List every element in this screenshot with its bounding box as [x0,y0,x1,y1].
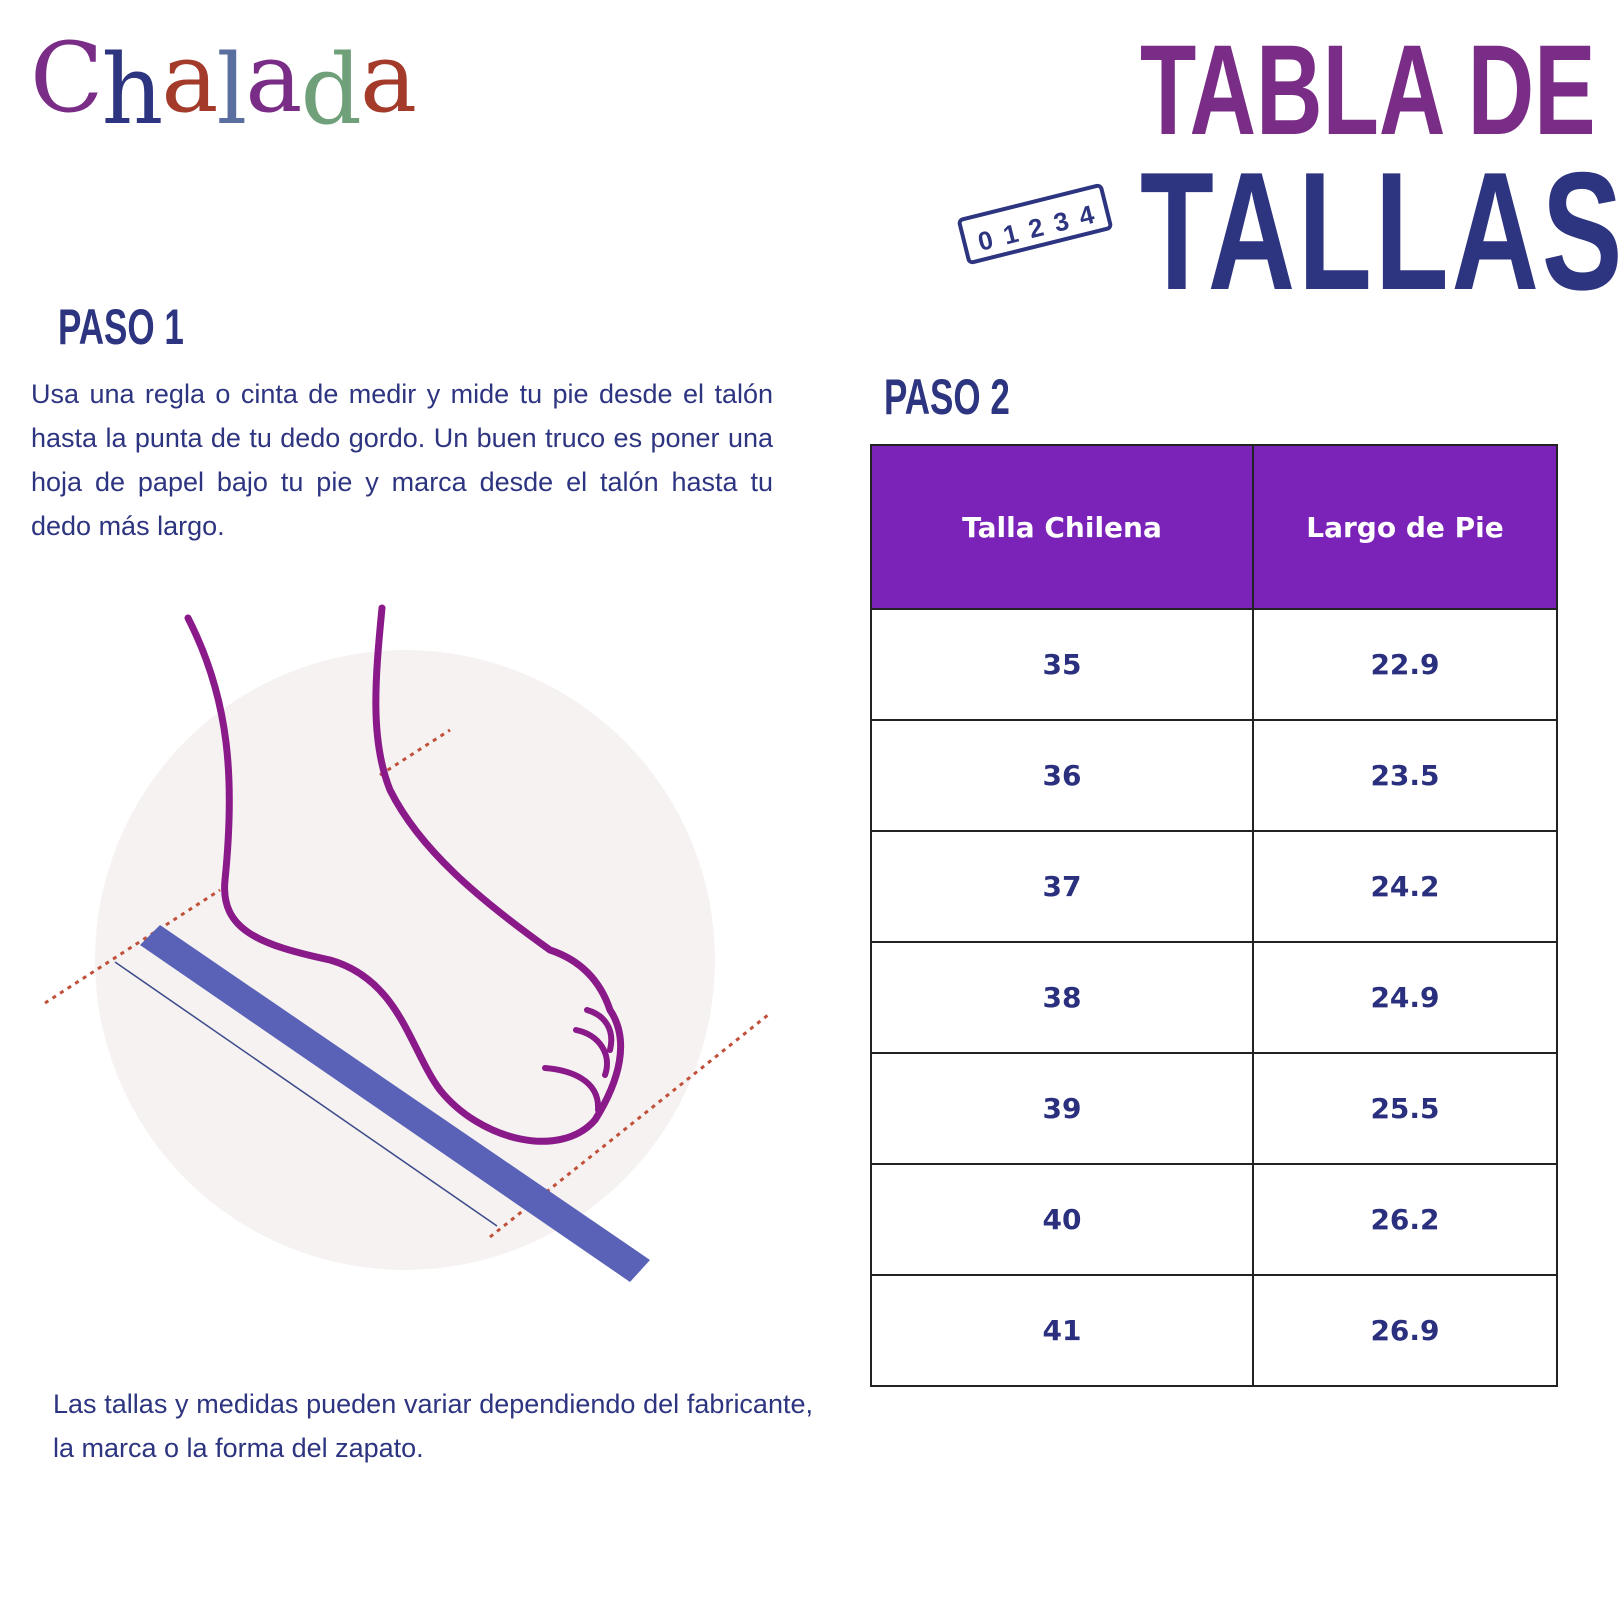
chalada-logo: Chalada [30,22,417,138]
size-cell: 36 [870,719,1254,832]
table-row: 38 24.9 [870,941,1558,1054]
logo-letter: d [300,34,361,146]
step1-heading: PASO 1 [58,299,184,355]
size-cell: 40 [870,1163,1254,1276]
foot-measure-illustration [44,604,769,1282]
ruler-digit: 4 [1075,198,1098,232]
ruler-digit: 0 [974,224,997,257]
foot-length-cell: 22.9 [1252,608,1558,721]
size-cell: 37 [870,830,1254,943]
foot-length-cell: 25.5 [1252,1052,1558,1165]
title-line2: TALLAS [1140,136,1620,325]
background-circle [95,650,715,1270]
ruler-icon: 0 1 2 3 4 [956,182,1114,266]
foot-outline [184,604,625,1145]
size-table: Talla Chilena Largo de Pie 35 22.9 36 23.5 3… [870,444,1558,1387]
foot-length-cell: 26.9 [1252,1274,1558,1387]
title-line1: TABLA DE [1140,19,1596,162]
foot-length-cell: 24.9 [1252,941,1558,1054]
size-cell: 41 [870,1274,1254,1387]
ruler-digit: 1 [1000,217,1022,251]
foot-length-cell: 23.5 [1252,719,1558,832]
table-row: 36 23.5 [870,719,1558,832]
size-cell: 35 [870,608,1254,721]
logo-letter: l [216,34,248,146]
disclaimer-note: Las tallas y medidas pueden variar depen… [53,1389,813,1463]
size-cell: 38 [870,941,1254,1054]
logo-letter: a [245,22,302,134]
toes [542,1007,615,1113]
page-title: TABLA DE TALLAS [1140,19,1620,325]
foot-length-cell: 26.2 [1252,1163,1558,1276]
table-row: 35 22.9 [870,608,1558,721]
logo-letter: a [161,22,218,134]
logo-letter: a [359,22,417,134]
ruler-digit: 2 [1025,211,1047,245]
logo-letter: h [101,34,163,146]
foot-length-cell: 24.2 [1252,830,1558,943]
length-arrow [114,961,498,1227]
header-largo-de-pie: Largo de Pie [1252,444,1558,610]
header-talla-chilena: Talla Chilena [870,444,1254,610]
size-cell: 39 [870,1052,1254,1165]
step2-heading: PASO 2 [884,369,1010,425]
step1-text: Usa una regla o cinta de medir y mide tu… [31,379,773,541]
ruler-digit: 3 [1050,205,1072,238]
ruler-icon [140,925,650,1282]
table-row: 39 25.5 [870,1052,1558,1165]
table-row: 40 26.2 [870,1163,1558,1276]
table-row: 37 24.2 [870,830,1558,943]
table-row: 41 26.9 [870,1274,1558,1387]
heel-guide-line [44,888,221,1005]
logo-letter: C [30,22,103,134]
